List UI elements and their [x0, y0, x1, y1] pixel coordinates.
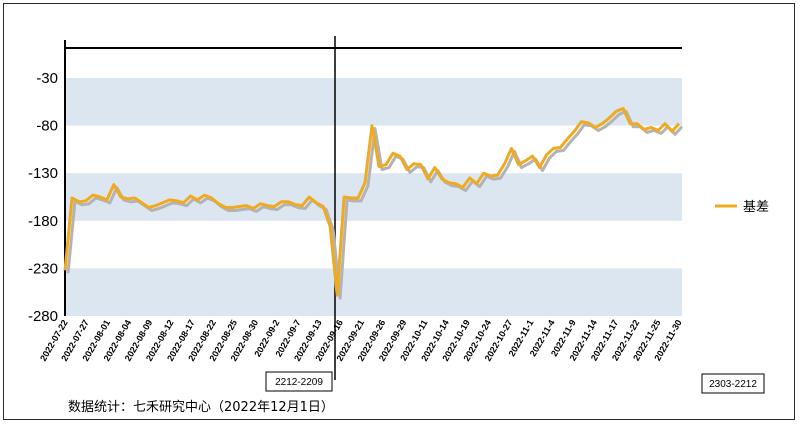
band-1: [65, 173, 682, 221]
y-tick-label: -80: [36, 118, 58, 135]
x-tick-labels: 2022-07-222022-07-272022-08-012022-08-04…: [38, 318, 684, 363]
legend: 基差: [715, 199, 769, 214]
series-shadow: [66, 110, 684, 300]
y-tick-label: -280: [28, 308, 58, 325]
y-tick-label: -180: [28, 213, 58, 230]
contract-right-label: 2303-2212: [709, 379, 757, 390]
plot-bands: [65, 78, 682, 316]
y-tick-label: -130: [28, 165, 58, 182]
contract-right-box: [701, 373, 765, 394]
contract-boxes: 2212-2209 2303-2212: [265, 371, 765, 394]
contract-left-label: 2212-2209: [275, 377, 323, 388]
band-0: [65, 78, 682, 126]
y-tick-label: -30: [36, 70, 58, 87]
y-tick-label: -230: [28, 260, 58, 277]
contract-left-box: [265, 371, 333, 392]
series-layer: [63, 107, 684, 300]
series-line-0: [63, 107, 681, 297]
band-2: [65, 268, 682, 316]
y-tick-labels: -30 -80 -130 -180 -230 -280: [28, 70, 58, 325]
source-note: 数据统计：七禾研究中心（2022年12月1日）: [68, 400, 334, 415]
legend-label: 基差: [743, 199, 769, 214]
